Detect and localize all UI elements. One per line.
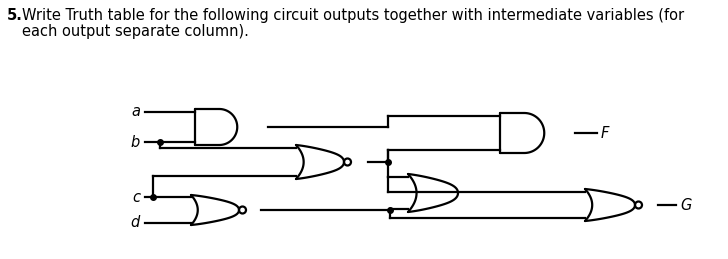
Text: c: c — [132, 190, 140, 205]
Text: F: F — [601, 126, 609, 140]
Text: a: a — [131, 104, 140, 119]
Text: Write Truth table for the following circuit outputs together with intermediate v: Write Truth table for the following circ… — [22, 8, 684, 23]
Text: b: b — [131, 135, 140, 150]
Text: 5.: 5. — [7, 8, 23, 23]
Text: each output separate column).: each output separate column). — [22, 24, 249, 39]
Text: G: G — [680, 198, 692, 212]
Text: d: d — [131, 215, 140, 230]
